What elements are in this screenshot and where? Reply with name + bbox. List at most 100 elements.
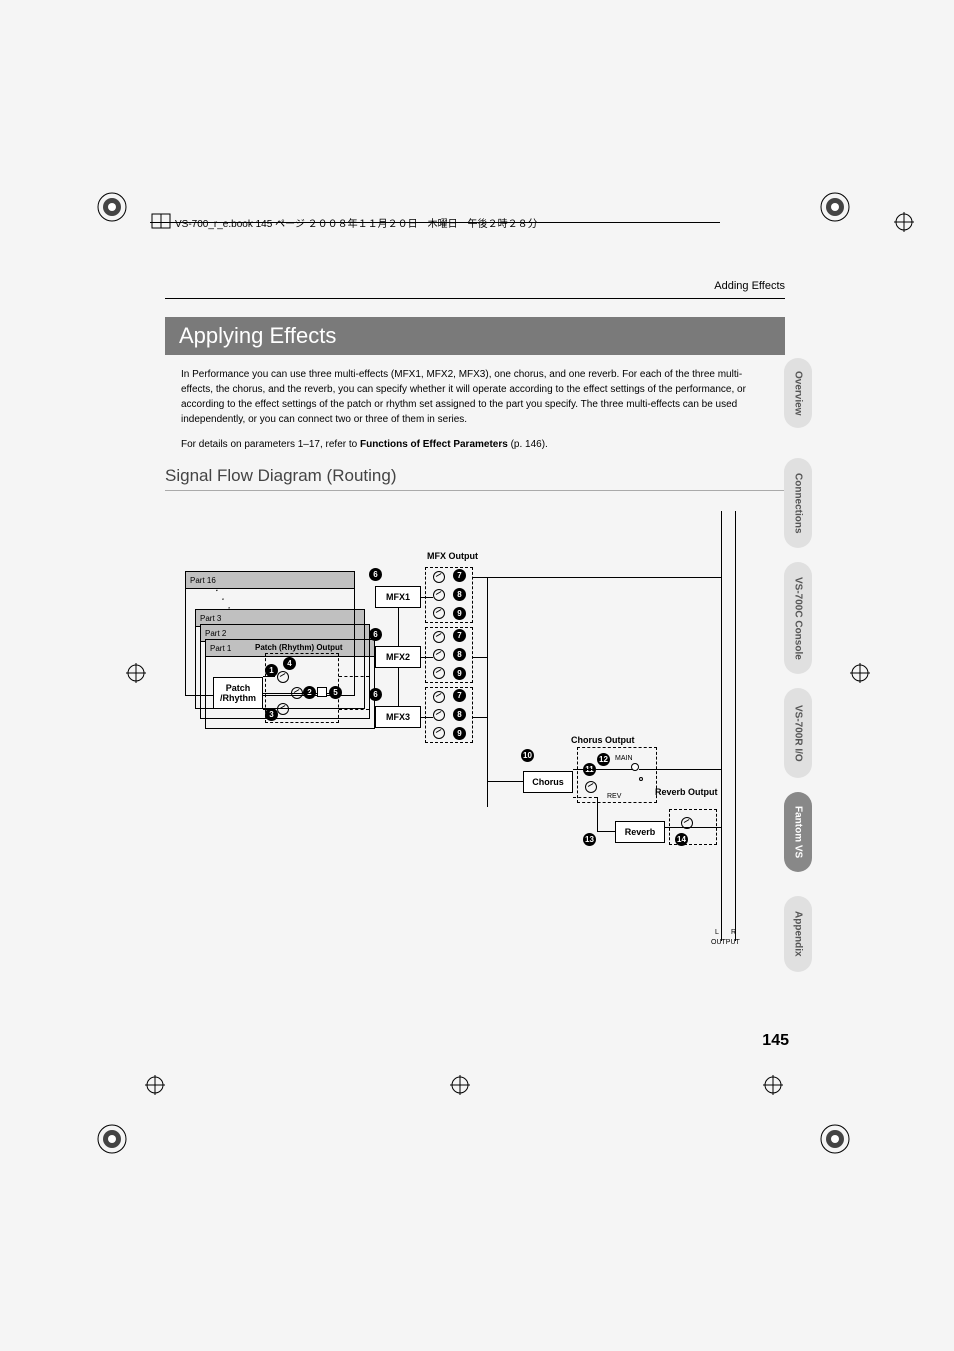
chorus-output-label: Chorus Output — [571, 735, 635, 745]
num-13: 13 — [583, 833, 596, 846]
chorus-switch — [631, 763, 639, 771]
page-number: 145 — [762, 1032, 789, 1050]
num-8b: 8 — [453, 648, 466, 661]
patch-rhythm-box: Patch /Rhythm — [213, 677, 263, 709]
ref-post: (p. 146). — [508, 439, 548, 450]
mfx2-box: MFX2 — [375, 646, 421, 668]
num-10: 10 — [521, 749, 534, 762]
mfx-output-label: MFX Output — [427, 551, 478, 561]
tab-connections[interactable]: Connections — [784, 458, 812, 548]
knob-9a — [433, 607, 445, 619]
line-patch-1 — [263, 676, 275, 677]
signal-flow-diagram: Part 16 Part 3 Part 2 Part 1 . . . Patch… — [165, 511, 765, 951]
knob-9b — [433, 667, 445, 679]
out-l: L — [715, 929, 719, 936]
num-4: 4 — [283, 657, 296, 670]
mfx3-box: MFX3 — [375, 706, 421, 728]
mfx-link-bot — [398, 668, 399, 706]
section-title: Applying Effects — [165, 317, 785, 355]
reg-mark-br — [818, 1122, 852, 1156]
knob-8c — [433, 709, 445, 721]
num-9c: 9 — [453, 727, 466, 740]
knob-7a — [433, 571, 445, 583]
mfx-merge-h2 — [473, 657, 487, 658]
mfx-merge-h3 — [473, 717, 487, 718]
ref-bold: Functions of Effect Parameters — [360, 439, 508, 450]
reg-mark-bl — [95, 1122, 129, 1156]
mfx3-out-line — [421, 717, 433, 718]
tab-appendix[interactable]: Appendix — [784, 896, 812, 972]
num-6c: 6 — [369, 688, 382, 701]
bus-right — [735, 511, 736, 941]
mfx1-out-line — [421, 597, 433, 598]
main-label: MAIN — [615, 755, 633, 762]
mfx-merge — [487, 577, 488, 807]
reg-mark-tl — [95, 190, 129, 224]
reverb-box: Reverb — [615, 821, 665, 843]
chorus-box: Chorus — [523, 771, 573, 793]
reference-paragraph: For details on parameters 1–17, refer to… — [165, 437, 785, 452]
mfx-merge-h1 — [473, 577, 487, 578]
ref-pre: For details on parameters 1–17, refer to — [181, 439, 360, 450]
knob-8b — [433, 649, 445, 661]
tab-vs700r[interactable]: VS-700R I/O — [784, 688, 812, 778]
num-7a: 7 — [453, 569, 466, 582]
chorus-out-main — [573, 769, 633, 770]
reverb-out — [665, 827, 721, 828]
out-label: OUTPUT — [711, 939, 740, 946]
reg-target-mr — [850, 663, 870, 683]
reg-target-br2 — [763, 1075, 783, 1095]
page-content: Adding Effects Applying Effects In Perfo… — [165, 280, 785, 951]
num-14: 14 — [675, 833, 688, 846]
tab-vs700c[interactable]: VS-700C Console — [784, 562, 812, 674]
mfx-link-top — [398, 608, 399, 646]
reg-target-bl2 — [145, 1075, 165, 1095]
reverb-output-label: Reverb Output — [655, 787, 718, 797]
num-7c: 7 — [453, 689, 466, 702]
num-6b: 6 — [369, 628, 382, 641]
dline-to-mfx1 — [339, 676, 369, 677]
num-8c: 8 — [453, 708, 466, 721]
mfx2-out-line — [421, 657, 433, 658]
chorus-in — [487, 781, 523, 782]
chorus-out-rev — [573, 797, 597, 798]
knob-7c — [433, 691, 445, 703]
knob-8a — [433, 589, 445, 601]
mfx-to-bus — [487, 577, 721, 578]
knob-1 — [277, 671, 289, 683]
knob-9c — [433, 727, 445, 739]
out-r: R — [731, 929, 736, 936]
chorus-to-bus — [639, 769, 721, 770]
reg-target-tr2 — [894, 212, 914, 232]
running-head: Adding Effects — [165, 280, 785, 292]
mfx1-box: MFX1 — [375, 586, 421, 608]
line-patch-3 — [263, 709, 275, 710]
chorus-switch-dot — [639, 777, 643, 781]
rule — [165, 298, 785, 299]
tab-overview[interactable]: Overview — [784, 358, 812, 428]
reg-target-ml — [126, 663, 146, 683]
tab-fantom[interactable]: Fantom VS — [784, 792, 812, 872]
header-strike — [150, 222, 720, 223]
num-12: 12 — [597, 753, 610, 766]
knob-11 — [585, 781, 597, 793]
num-9a: 9 — [453, 607, 466, 620]
num-7b: 7 — [453, 629, 466, 642]
reverb-in-v — [597, 797, 598, 831]
num-9b: 9 — [453, 667, 466, 680]
num-6a: 6 — [369, 568, 382, 581]
patch-output-label: Patch (Rhythm) Output — [255, 643, 343, 652]
switch-5 — [317, 687, 327, 697]
reverb-in-h — [597, 831, 615, 832]
num-8a: 8 — [453, 588, 466, 601]
subsection-title: Signal Flow Diagram (Routing) — [165, 462, 785, 491]
knob-7b — [433, 631, 445, 643]
intro-paragraph: In Performance you can use three multi-e… — [165, 367, 785, 427]
rev-label: REV — [607, 793, 621, 800]
bus-left — [721, 511, 722, 941]
reg-target-bc — [450, 1075, 470, 1095]
book-icon — [150, 210, 172, 232]
dline-to-mfx3 — [339, 709, 369, 710]
knob-3 — [277, 703, 289, 715]
reg-mark-tr — [818, 190, 852, 224]
